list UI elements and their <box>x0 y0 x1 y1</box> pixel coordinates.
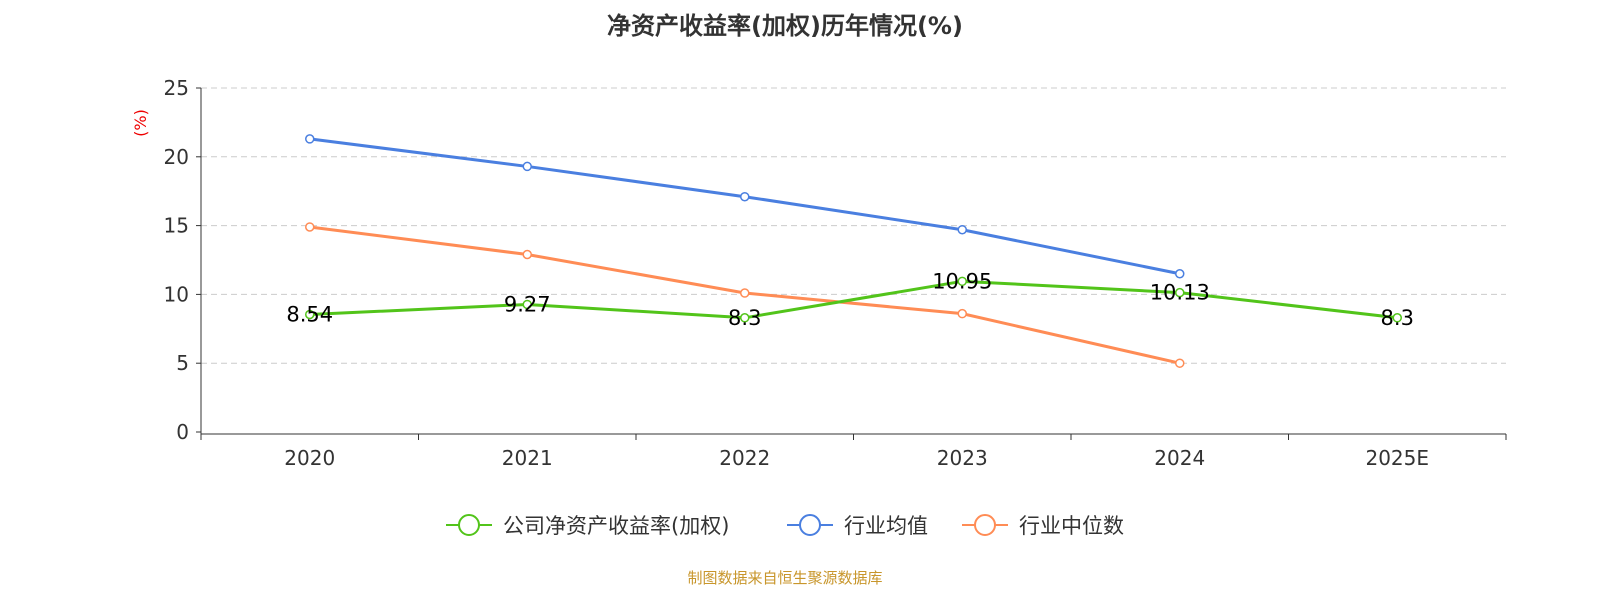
data-label: 8.3 <box>728 306 761 330</box>
chart-title: 净资产收益率(加权)历年情况(%) <box>607 12 963 40</box>
data-point <box>305 309 315 320</box>
data-label: 8.3 <box>1381 306 1414 330</box>
y-tick-label: 0 <box>176 420 189 444</box>
data-point <box>740 288 750 298</box>
data-point <box>305 222 315 232</box>
y-tick-label: 20 <box>164 145 189 169</box>
data-point <box>1392 313 1402 323</box>
x-tick-label: 2020 <box>284 446 335 470</box>
legend-label: 公司净资产收益率(加权) <box>503 514 729 538</box>
y-tick-label: 10 <box>164 282 189 306</box>
data-point <box>522 161 532 172</box>
y-tick-label: 5 <box>176 351 189 375</box>
data-label: 8.54 <box>286 302 333 326</box>
data-label: 10.13 <box>1150 281 1210 305</box>
data-point <box>1175 358 1185 368</box>
series-line <box>309 137 1181 276</box>
legend-label: 行业中位数 <box>1019 514 1124 538</box>
legend-marker <box>799 514 821 536</box>
data-point <box>740 313 750 323</box>
data-point <box>957 308 967 319</box>
data-point <box>740 191 750 202</box>
data-point <box>957 224 967 235</box>
y-tick-label: 25 <box>164 76 189 100</box>
y-tick-label: 15 <box>164 214 189 238</box>
legend-label: 行业均值 <box>844 514 928 538</box>
legend-marker <box>458 514 480 536</box>
legend-marker <box>974 514 996 536</box>
source-footer: 制图数据来自恒生聚源数据库 <box>687 569 883 587</box>
data-label: 10.95 <box>932 269 992 293</box>
series-line <box>309 279 1398 320</box>
y-axis-label: (%) <box>131 109 150 137</box>
x-tick-label: 2021 <box>502 446 553 470</box>
x-tick-label: 2023 <box>937 446 988 470</box>
data-point <box>957 276 967 287</box>
data-point <box>1175 269 1185 279</box>
x-tick-label: 2024 <box>1154 446 1205 470</box>
data-point <box>522 249 532 260</box>
x-tick-label: 2022 <box>719 446 770 470</box>
x-tick-label: 2025E <box>1365 446 1429 470</box>
data-point <box>305 134 315 144</box>
data-point <box>522 299 532 310</box>
data-point <box>1175 287 1185 298</box>
data-label: 9.27 <box>504 292 551 316</box>
